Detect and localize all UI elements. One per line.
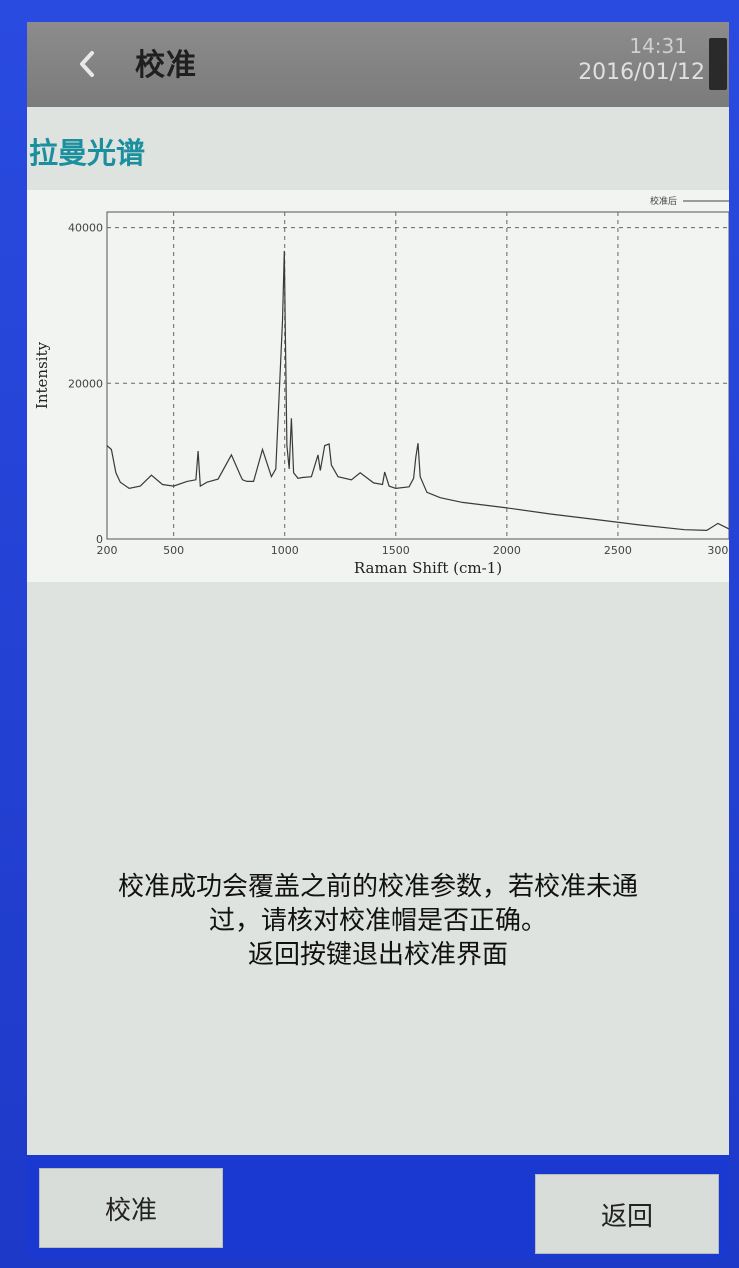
message-line-1: 校准成功会覆盖之前的校准参数，若校准未通 (117, 872, 638, 902)
clock-date: 2016/01/12 (578, 60, 705, 85)
y-axis-label: Intensity (33, 341, 51, 409)
y-tick-label: 40000 (68, 222, 103, 235)
screen: 校准 14:31 2016/01/12 拉曼光谱 200 500 1000 1500 2… (27, 22, 729, 1258)
section-title: 拉曼光谱 (29, 136, 146, 170)
spectrum-chart-panel: 200 500 1000 1500 2000 2500 300 0 20000 40000 Rama… (27, 190, 729, 582)
x-tick-label: 1500 (382, 544, 410, 557)
series-line (106, 250, 729, 532)
page-title: 校准 (135, 48, 197, 83)
x-tick-label: 1000 (271, 544, 299, 557)
battery-icon (709, 38, 727, 90)
x-tick-label: 200 (97, 544, 118, 557)
spectrum-chart: 200 500 1000 1500 2000 2500 30002000040000Rama… (33, 195, 729, 577)
message-line-3: 返回按键退出校准界面 (247, 940, 508, 970)
top-bar: 校准 14:31 2016/01/12 (27, 22, 729, 107)
x-axis-label: Raman Shift (cm-1) (354, 559, 502, 577)
back-arrow-button[interactable] (67, 42, 107, 86)
calibrate-button[interactable]: 校准 (39, 1168, 223, 1248)
back-button[interactable]: 返回 (535, 1174, 719, 1254)
message-line-2: 过，请核对校准帽是否正确。 (208, 906, 547, 936)
x-tick-label: 2000 (493, 544, 521, 557)
clock-time: 14:31 (629, 34, 687, 58)
x-tick-label: 500 (163, 544, 184, 557)
y-tick-label: 0 (96, 533, 103, 546)
chevron-left-icon (80, 51, 94, 77)
y-tick-label: 20000 (68, 377, 103, 390)
calibration-message: 校准成功会覆盖之前的校准参数，若校准未通 过，请核对校准帽是否正确。 返回按键退… (27, 870, 729, 972)
legend-label: 校准后 (650, 195, 677, 207)
x-tick-label: 300 (707, 544, 728, 557)
plot-frame (106, 211, 729, 540)
x-tick-label: 2500 (604, 544, 632, 557)
